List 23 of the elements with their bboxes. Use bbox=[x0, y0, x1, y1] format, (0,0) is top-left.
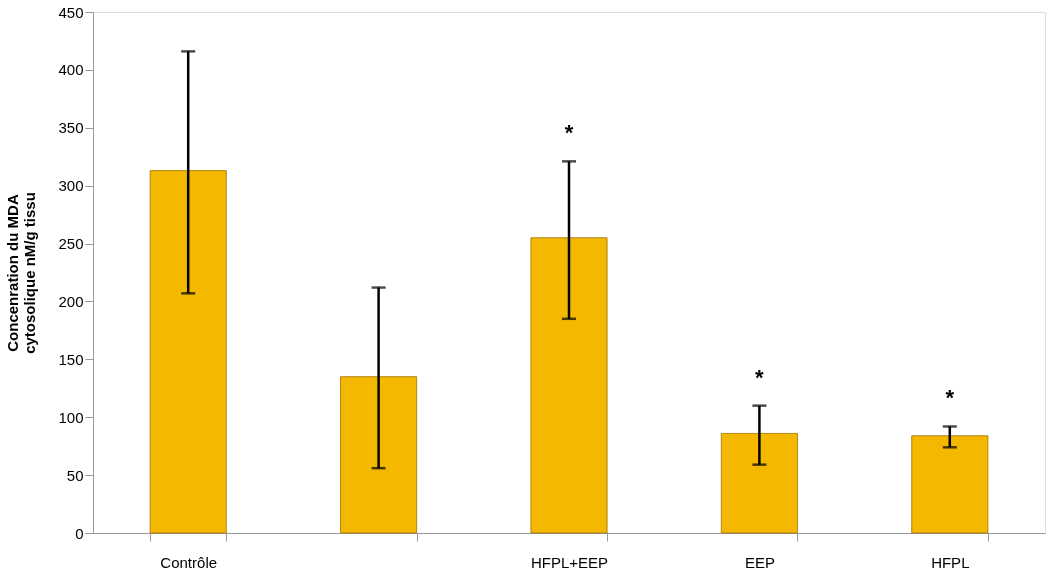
bar bbox=[340, 376, 418, 534]
annotation: * bbox=[755, 364, 765, 390]
annotation: * bbox=[564, 120, 574, 146]
y-tick-label: 100 bbox=[58, 408, 84, 426]
x-tick-label: HFPL bbox=[931, 553, 970, 571]
bar bbox=[911, 435, 989, 534]
y-axis-title: Concenration du MDA cytosolique nM/g tissu bbox=[4, 192, 39, 354]
y-tick-label: 50 bbox=[66, 466, 84, 484]
x-tick-label: Contrôle bbox=[160, 553, 218, 571]
y-tick-label: 150 bbox=[58, 350, 84, 368]
y-tick-label: 350 bbox=[58, 119, 84, 137]
bar bbox=[149, 170, 227, 534]
y-tick-label: 300 bbox=[58, 177, 84, 195]
annotation: * bbox=[945, 385, 955, 411]
y-tick-label: 0 bbox=[75, 524, 84, 542]
y-tick-label: 400 bbox=[58, 61, 84, 79]
bar bbox=[720, 433, 798, 534]
y-tick-label: 450 bbox=[58, 3, 84, 21]
x-tick-label: HFPL+EEP bbox=[530, 553, 609, 571]
y-tick-label: 250 bbox=[58, 235, 84, 253]
x-tick-label: EEP bbox=[744, 553, 775, 571]
y-tick-label: 200 bbox=[58, 292, 84, 310]
bar bbox=[530, 237, 608, 534]
